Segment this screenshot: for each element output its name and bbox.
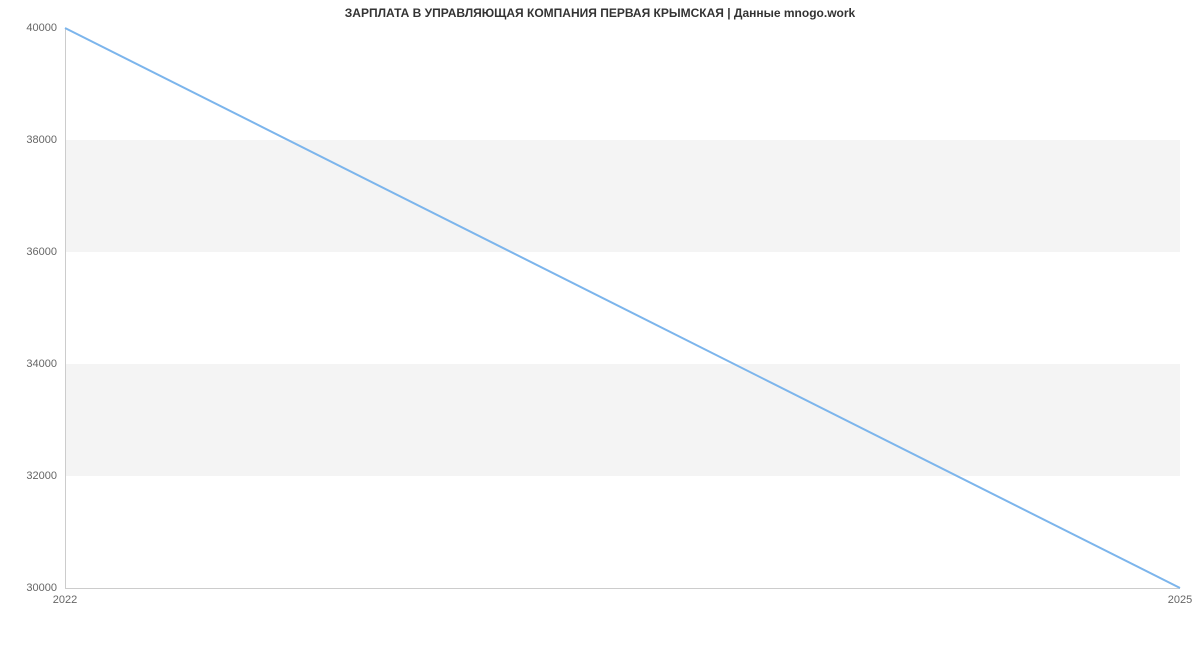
y-tick-label: 34000 [26, 358, 65, 370]
line-layer [65, 28, 1180, 588]
series-line-salary [65, 28, 1180, 588]
salary-chart: ЗАРПЛАТА В УПРАВЛЯЮЩАЯ КОМПАНИЯ ПЕРВАЯ К… [0, 0, 1200, 650]
y-tick-label: 40000 [26, 22, 65, 34]
y-tick-label: 36000 [26, 246, 65, 258]
x-tick-label: 2022 [53, 588, 77, 606]
y-tick-label: 32000 [26, 470, 65, 482]
chart-title: ЗАРПЛАТА В УПРАВЛЯЮЩАЯ КОМПАНИЯ ПЕРВАЯ К… [0, 6, 1200, 20]
x-axis-line [65, 588, 1180, 589]
plot-area: 30000320003400036000380004000020222025 [65, 28, 1180, 588]
y-tick-label: 38000 [26, 134, 65, 146]
x-tick-label: 2025 [1168, 588, 1192, 606]
